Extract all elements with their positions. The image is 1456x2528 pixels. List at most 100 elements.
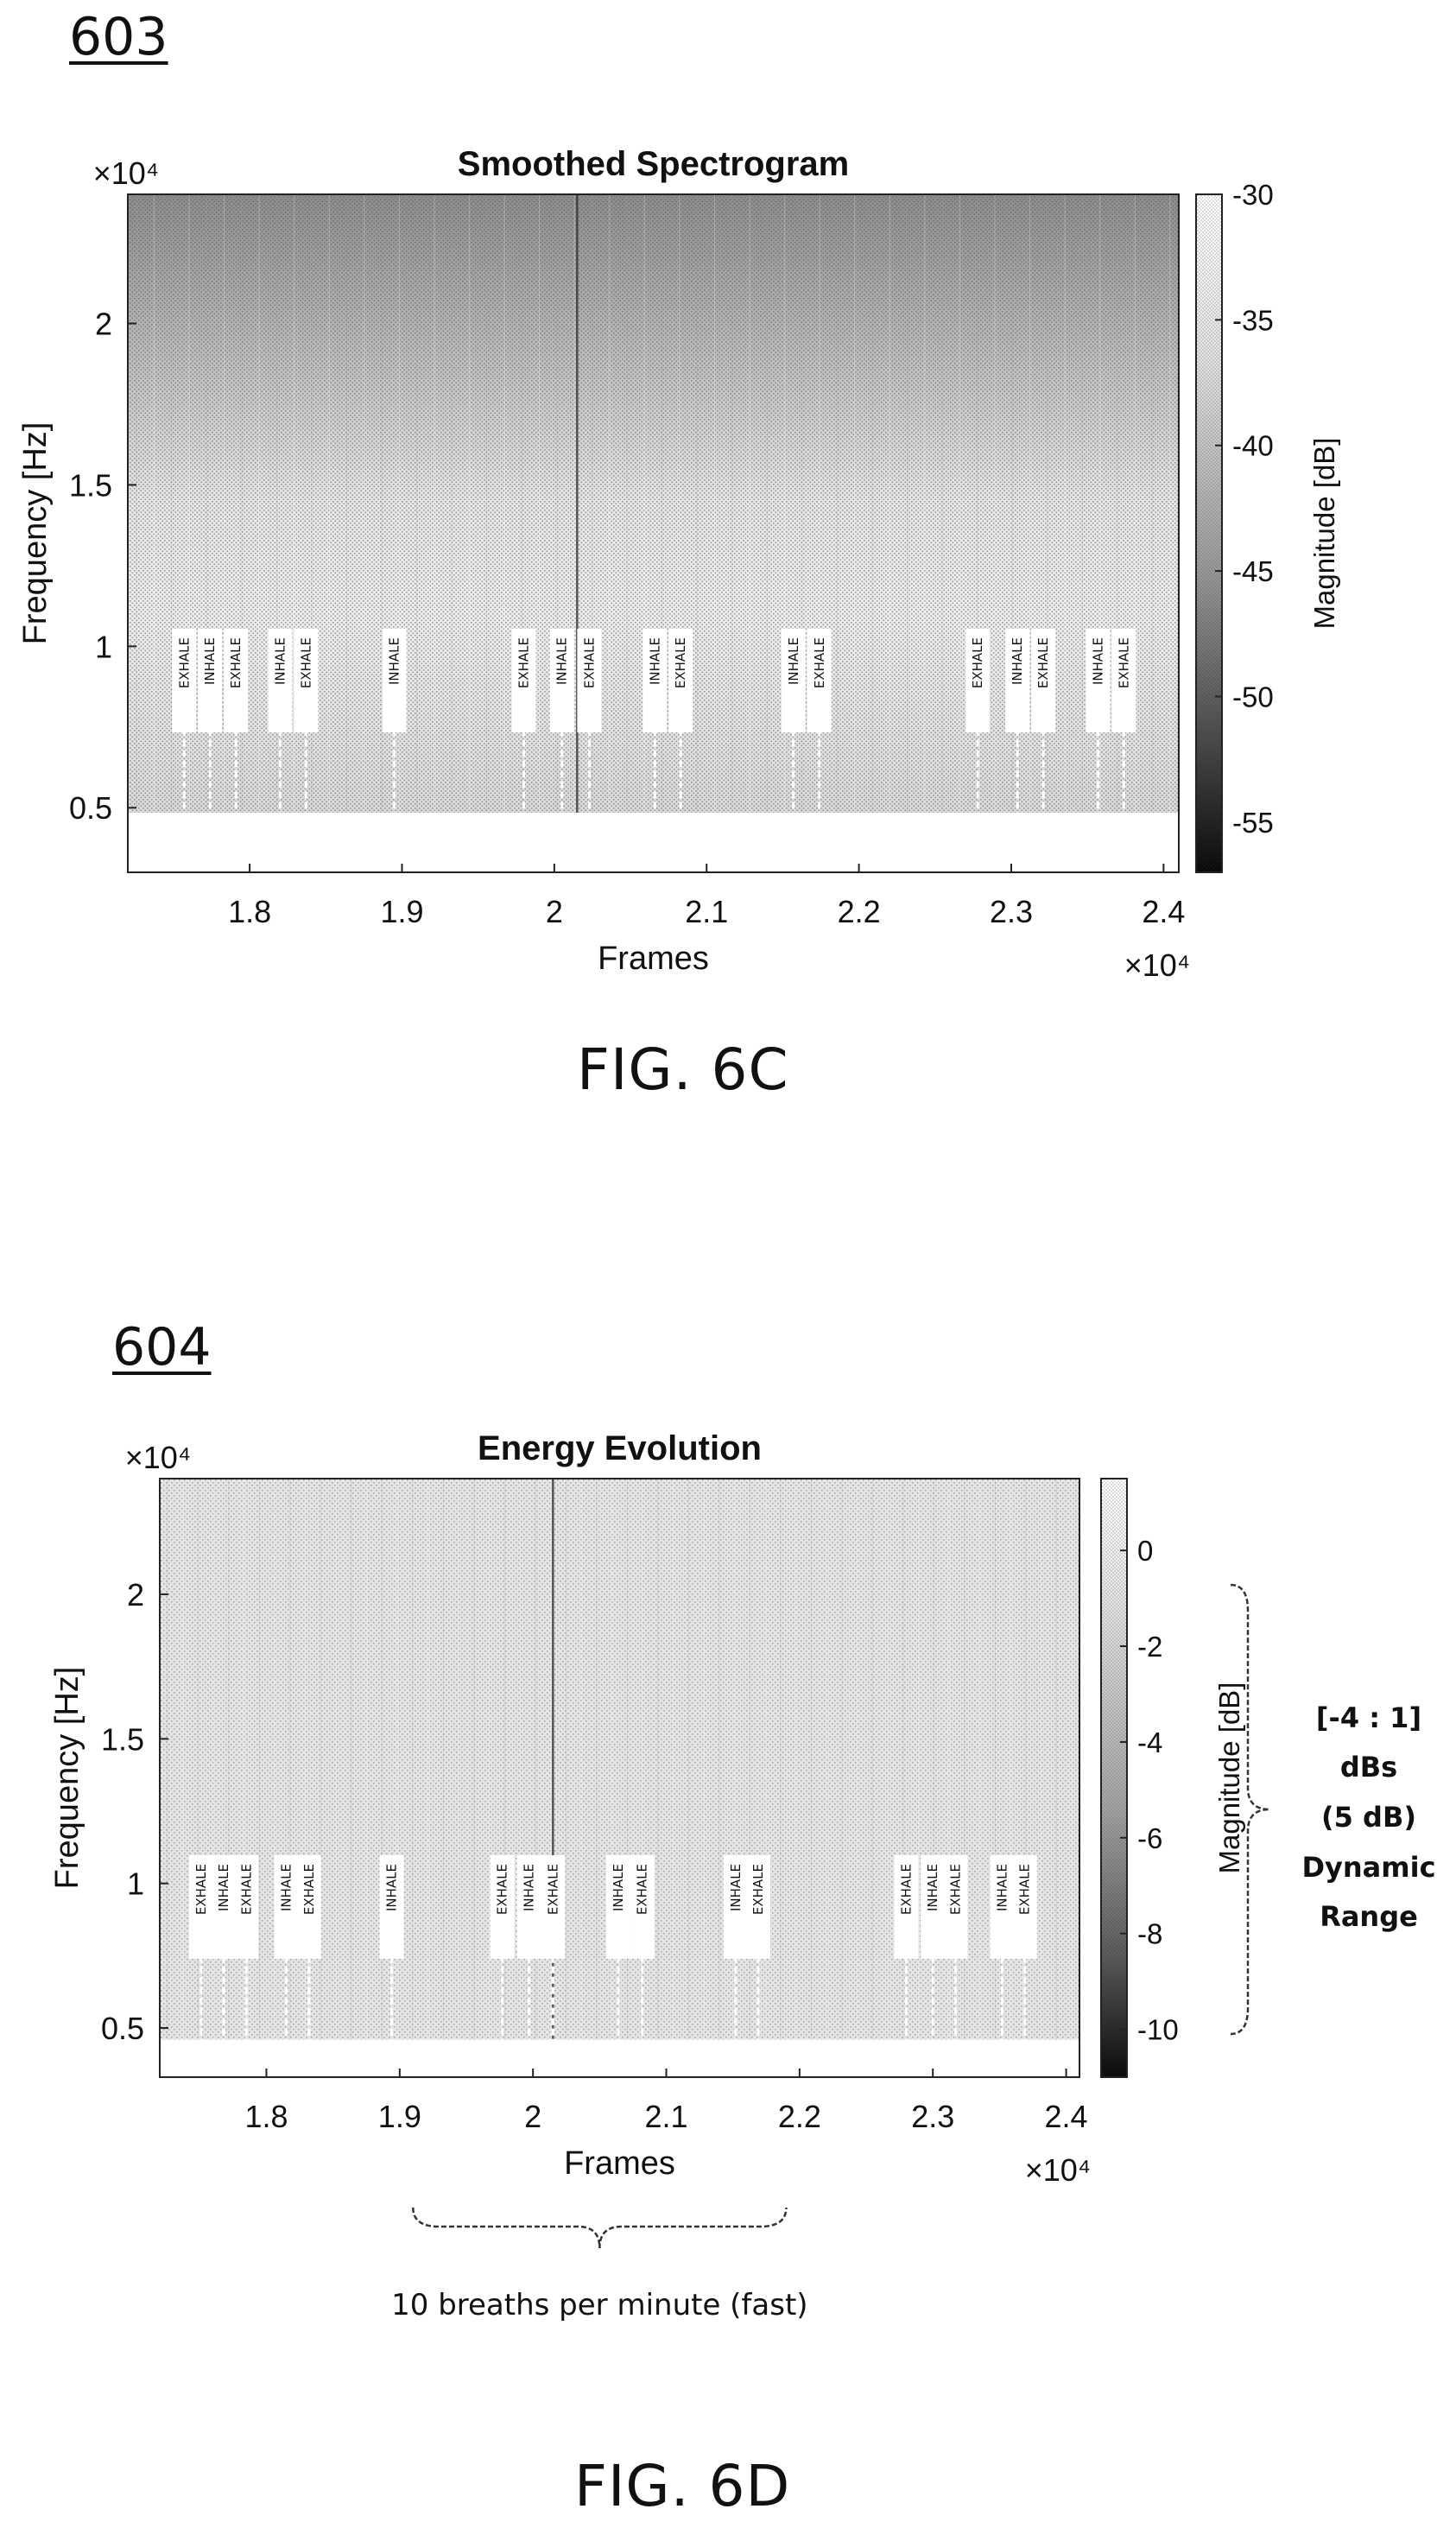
fig1-colorbar-tick-label-2: -40	[1232, 430, 1274, 462]
fig2-y-tick-label-2: 1.5	[101, 1721, 144, 1757]
fig2-marker-label-13: EXHALE	[898, 1864, 914, 1915]
fig2-marker-label-9: INHALE	[611, 1864, 626, 1911]
fig1-colorbar-tick-label-0: -30	[1232, 179, 1274, 211]
fig2-marker-label-box	[188, 1855, 213, 1959]
fig1-colorbar-tick-label-4: -50	[1232, 681, 1274, 713]
figure-caption-6c: FIG. 6C	[577, 1036, 789, 1103]
fig2-y-tick-label-0: 0.5	[101, 2011, 144, 2046]
figure-caption-6d: FIG. 6D	[574, 2453, 791, 2519]
fig2-x-tick-label-5: 2.3	[911, 2099, 954, 2134]
fig1-marker-label-box	[198, 629, 223, 732]
fig1-heatmap-empty-band	[128, 812, 1179, 872]
dynamic-range-note-4: Range	[1320, 1900, 1418, 1933]
fig1-y-tick-label-2: 1.5	[69, 467, 112, 503]
fig2-marker-label-box	[990, 1855, 1015, 1959]
fig1-marker-label-box	[1086, 629, 1111, 732]
fig1-marker-label-13: EXHALE	[970, 637, 985, 688]
fig2-marker-label-box	[490, 1855, 515, 1959]
fig1-marker-label-box	[1005, 629, 1030, 732]
fig1-marker-label-5: INHALE	[387, 637, 402, 685]
fig1-marker-label-box	[1111, 629, 1136, 732]
fig1-x-tick-label-1: 1.9	[380, 894, 423, 929]
fig1-marker-label-4: EXHALE	[298, 637, 313, 688]
fig2-y-axis-label: Frequency [Hz]	[49, 1667, 85, 1890]
fig2-colorbar-tick-label-2: -4	[1137, 1727, 1162, 1758]
fig2-marker-label-10: EXHALE	[635, 1864, 650, 1915]
fig1-y-tick-label-0: 0.5	[69, 790, 112, 826]
fig2-marker-label-11: INHALE	[728, 1864, 744, 1911]
fig1-marker-label-box	[1031, 629, 1056, 732]
fig1-marker-label-box	[965, 629, 991, 732]
fig2-marker-label-7: INHALE	[522, 1864, 537, 1911]
fig2-x-axis-label: Frames	[564, 2145, 675, 2182]
fig1-marker-label-box	[172, 629, 197, 732]
fig2-marker-label-box	[234, 1855, 259, 1959]
fig2-x-tick-label-4: 2.2	[778, 2099, 821, 2134]
fig1-y-tick-label-1: 1	[95, 629, 112, 664]
fig2-x-tick-label-6: 2.4	[1045, 2099, 1088, 2134]
fig2-marker-label-15: EXHALE	[947, 1864, 963, 1915]
fig1-x-tick-label-5: 2.3	[990, 894, 1033, 929]
fig2-x-tick-label-0: 1.8	[244, 2099, 288, 2134]
dynamic-range-note-2: (5 dB)	[1321, 1801, 1416, 1834]
fig2-marker-label-3: INHALE	[279, 1864, 294, 1911]
fig1-x-tick-label-4: 2.2	[838, 894, 881, 929]
fig1-colorbar-tick-label-3: -45	[1232, 555, 1274, 587]
fig2-marker-label-box	[921, 1855, 946, 1959]
fig2-marker-label-4: EXHALE	[301, 1864, 317, 1915]
fig1-marker-label-box	[511, 629, 536, 732]
fig1-axes-frame	[127, 193, 1180, 873]
fig1-marker-label-9: INHALE	[647, 637, 662, 685]
breath-rate-brace	[412, 2207, 788, 2249]
fig2-marker-label-0: EXHALE	[193, 1864, 209, 1915]
fig2-y-tick-label-3: 2	[127, 1577, 144, 1612]
fig2-heatmap-empty-band	[160, 2039, 1079, 2077]
fig1-x-exponent: ×10⁴	[1124, 947, 1191, 983]
fig1-marker-label-box	[643, 629, 668, 732]
fig2-marker-label-box	[1012, 1855, 1037, 1959]
fig1-x-axis-label: Frames	[598, 941, 709, 977]
fig2-colorbar-frame	[1100, 1478, 1128, 2078]
fig1-marker-label-box	[577, 629, 602, 732]
fig2-x-tick-label-3: 2.1	[644, 2099, 687, 2134]
fig2-x-exponent: ×10⁴	[1025, 2152, 1092, 2188]
fig1-x-tick-label-0: 1.8	[228, 894, 271, 929]
fig1-colorbar-texture	[1196, 194, 1222, 872]
fig1-marker-label-box	[268, 629, 293, 732]
fig1-marker-label-11: INHALE	[786, 637, 801, 685]
fig2-colorbar-tick-label-0: 0	[1137, 1535, 1153, 1567]
fig1-colorbar-label: Magnitude [dB]	[1308, 438, 1340, 630]
fig1-marker-label-8: EXHALE	[581, 637, 597, 688]
fig1-marker-label-7: INHALE	[554, 637, 570, 685]
fig1-marker-label-box	[382, 629, 407, 732]
fig1-x-tick-label-2: 2	[546, 894, 563, 929]
fig1-y-exponent: ×10⁴	[93, 155, 160, 191]
fig1-title: Smoothed Spectrogram	[458, 145, 849, 183]
fig2-axes-frame	[159, 1478, 1080, 2078]
fig2-marker-label-box	[894, 1855, 919, 1959]
fig1-marker-label-10: EXHALE	[673, 637, 688, 688]
fig2-marker-label-5: INHALE	[384, 1864, 400, 1911]
fig2-marker-label-box	[746, 1855, 771, 1959]
fig1-marker-label-box	[668, 629, 693, 732]
fig1-marker-label-2: EXHALE	[228, 637, 244, 688]
fig2-marker-label-14: INHALE	[925, 1864, 940, 1911]
fig2-colorbar-tick-label-3: -6	[1137, 1822, 1162, 1854]
fig2-marker-label-6: EXHALE	[495, 1864, 510, 1915]
fig2-title: Energy Evolution	[478, 1429, 762, 1467]
fig2-marker-label-box	[605, 1855, 630, 1959]
dynamic-range-brace	[1230, 1583, 1270, 2036]
fig2-marker-label-box	[541, 1855, 566, 1959]
fig1-marker-label-15: EXHALE	[1035, 637, 1051, 688]
fig2-marker-label-box	[379, 1855, 404, 1959]
fig2-marker-label-box	[516, 1855, 541, 1959]
dynamic-range-note-1: dBs	[1340, 1751, 1397, 1784]
fig2-marker-label-box	[212, 1855, 237, 1959]
fig2-marker-label-box	[943, 1855, 968, 1959]
fig2-colorbar-tick-label-1: -2	[1137, 1631, 1162, 1663]
fig1-marker-label-box	[549, 629, 574, 732]
figure-ref-604: 604	[112, 1317, 212, 1378]
dynamic-range-note-0: [-4 : 1]	[1316, 1701, 1421, 1734]
fig2-marker-label-2: EXHALE	[238, 1864, 254, 1915]
